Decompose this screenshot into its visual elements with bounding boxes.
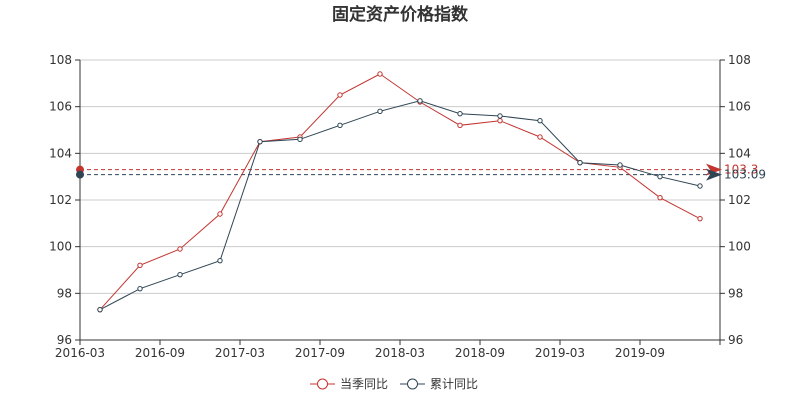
legend-swatch-marker bbox=[407, 378, 418, 390]
series-line-0 bbox=[99, 73, 701, 311]
y-tick-label-right: 98 bbox=[728, 286, 743, 300]
x-tick-label: 2019-09 bbox=[615, 346, 665, 360]
x-tick-label: 2016-09 bbox=[135, 346, 185, 360]
markline-start-1 bbox=[76, 170, 84, 179]
y-tick-label-right: 106 bbox=[728, 100, 751, 114]
data-point[interactable] bbox=[97, 306, 103, 313]
data-point[interactable] bbox=[377, 71, 383, 77]
x-tick-label: 2017-09 bbox=[295, 346, 345, 360]
legend-swatch-marker bbox=[317, 378, 328, 390]
y-tick-label-right: 96 bbox=[728, 333, 743, 347]
series-line-1 bbox=[99, 100, 701, 311]
data-point[interactable] bbox=[457, 122, 463, 129]
data-point[interactable] bbox=[657, 194, 663, 201]
data-point[interactable] bbox=[697, 215, 703, 222]
x-tick-label: 2018-09 bbox=[455, 346, 505, 360]
data-point[interactable] bbox=[697, 183, 703, 189]
legend[interactable]: 当季同比 累计同比 bbox=[310, 377, 478, 391]
data-point[interactable] bbox=[257, 138, 263, 145]
x-tick-label: 2019-03 bbox=[535, 346, 585, 360]
data-point[interactable] bbox=[537, 134, 543, 140]
chart-title: 固定资产价格指数 bbox=[332, 4, 469, 25]
y-tick-label-left: 98 bbox=[57, 286, 72, 300]
x-tick-label: 2018-03 bbox=[375, 346, 425, 360]
y-tick-label-left: 106 bbox=[49, 100, 72, 114]
y-tick-label-right: 100 bbox=[728, 240, 751, 254]
axes: 96 96 98 98 100 100 102 102 104 104 106 106 108 108 20… bbox=[49, 53, 751, 360]
y-tick-label-left: 108 bbox=[49, 53, 72, 67]
x-tick-label: 2016-03 bbox=[55, 346, 105, 360]
data-point[interactable] bbox=[177, 246, 183, 252]
data-point[interactable] bbox=[457, 110, 463, 117]
data-point[interactable] bbox=[337, 92, 343, 98]
data-point[interactable] bbox=[217, 211, 223, 217]
x-tick-label: 2017-03 bbox=[215, 346, 265, 360]
markline-label-0: 103.3 bbox=[724, 163, 758, 177]
y-tick-label-left: 104 bbox=[49, 146, 72, 160]
y-tick-label-left: 102 bbox=[49, 193, 72, 207]
grid bbox=[80, 59, 720, 294]
y-tick-label-right: 102 bbox=[728, 193, 751, 207]
data-point[interactable] bbox=[497, 113, 503, 119]
legend-label: 累计同比 bbox=[430, 377, 478, 391]
markline-arrow-1 bbox=[706, 168, 722, 181]
data-point[interactable] bbox=[417, 98, 423, 104]
data-point[interactable] bbox=[617, 162, 623, 168]
data-point[interactable] bbox=[657, 173, 663, 180]
y-tick-label-left: 96 bbox=[57, 333, 72, 347]
data-point[interactable] bbox=[177, 271, 183, 278]
data-point[interactable] bbox=[217, 257, 223, 264]
data-point[interactable] bbox=[137, 285, 143, 292]
data-point[interactable] bbox=[377, 108, 383, 115]
data-point[interactable] bbox=[137, 262, 143, 269]
y-tick-label-left: 100 bbox=[49, 240, 72, 254]
data-point[interactable] bbox=[577, 159, 583, 166]
data-point[interactable] bbox=[497, 117, 503, 124]
markline-label-1: 103.09 bbox=[724, 168, 766, 182]
legend-label: 当季同比 bbox=[340, 377, 388, 391]
y-tick-label-right: 104 bbox=[728, 146, 751, 160]
legend-item-1[interactable]: 累计同比 bbox=[400, 377, 478, 391]
data-point[interactable] bbox=[297, 136, 303, 143]
y-tick-label-right: 108 bbox=[728, 53, 751, 67]
data-point[interactable] bbox=[537, 117, 543, 124]
legend-item-0[interactable]: 当季同比 bbox=[310, 377, 388, 391]
data-point[interactable] bbox=[337, 122, 343, 129]
series bbox=[97, 71, 703, 313]
